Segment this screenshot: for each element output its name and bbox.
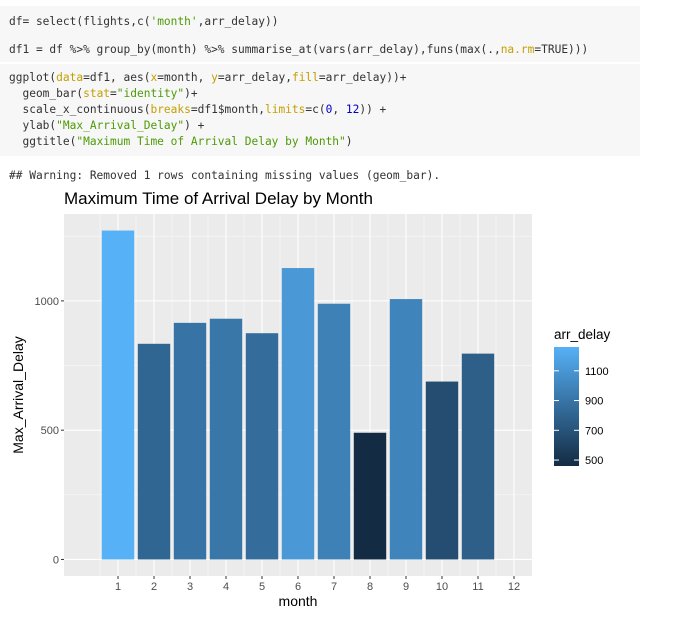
code-string: 'month' <box>150 15 198 28</box>
legend-tick-label: 700 <box>585 425 603 437</box>
code-line: ggtitle("Maximum Time of Arrival Delay b… <box>9 134 353 150</box>
code-token: scale_x_continuous( <box>9 103 151 116</box>
code-argument: data <box>56 71 84 84</box>
code-argument: y <box>211 71 218 84</box>
code-token: ggtitle( <box>9 135 77 148</box>
x-tick-label: 5 <box>259 581 265 593</box>
x-axis: 1 2 3 4 5 6 7 8 9 10 11 12 <box>115 576 520 593</box>
code-line: scale_x_continuous(breaks=df1$month,limi… <box>9 102 386 118</box>
code-argument: breaks <box>150 103 191 116</box>
code-token: )) + <box>359 103 387 116</box>
y-tick-label: 1000 <box>35 296 59 308</box>
code-token: ylab( <box>9 119 57 132</box>
warning-output: ## Warning: Removed 1 rows containing mi… <box>9 169 441 182</box>
code-token: =df1, aes( <box>83 71 151 84</box>
chart-title: Maximum Time of Arrival Delay by Month <box>64 189 373 208</box>
code-token: geom_bar( <box>9 87 84 100</box>
code-token: =arr_delay))+ <box>318 71 407 84</box>
x-tick-label: 8 <box>367 581 373 593</box>
bar <box>281 268 315 560</box>
code-token: df1 = df %>% group_by(month) %>% summari… <box>9 43 501 56</box>
code-token: =df1$month, <box>190 103 265 116</box>
legend-tick-label: 500 <box>585 455 603 467</box>
code-argument: limits <box>264 103 306 116</box>
legend-tick-label: 1100 <box>585 366 609 378</box>
bar <box>209 318 243 560</box>
code-string: "Max_Arrival_Delay" <box>56 119 185 132</box>
code-string: "Maximum Time of Arrival Delay by Month" <box>76 135 346 148</box>
code-token: =c( <box>305 103 326 116</box>
x-tick-label: 12 <box>508 581 520 593</box>
legend: arr_delay 1100 900 700 500 <box>554 327 611 467</box>
bar <box>461 353 495 560</box>
legend-colorbar <box>554 347 579 466</box>
code-token: = <box>110 87 117 100</box>
legend-tick-label: 900 <box>585 396 603 408</box>
y-axis-title: Max_Arrival_Delay <box>10 336 26 453</box>
bar <box>317 303 351 560</box>
code-line: geom_bar(stat="identity")+ <box>9 86 198 102</box>
code-chunk-1: df= select(flights,c('month',arr_delay))… <box>0 6 640 62</box>
bar <box>389 299 423 560</box>
code-line: ylab("Max_Arrival_Delay") + <box>9 118 204 134</box>
code-token: df= select(flights,c( <box>9 15 151 28</box>
x-tick-label: 3 <box>187 581 193 593</box>
bar <box>137 343 171 560</box>
code-number: 12 <box>345 103 360 116</box>
bar <box>353 432 387 560</box>
x-tick-label: 1 <box>115 581 121 593</box>
code-line: ggplot(data=df1, aes(x=month, y=arr_dela… <box>9 70 406 86</box>
x-tick-label: 7 <box>331 581 337 593</box>
code-token: =arr_delay, <box>217 71 292 84</box>
bar <box>245 333 279 560</box>
x-tick-label: 10 <box>436 581 448 593</box>
x-tick-label: 2 <box>151 581 157 593</box>
bar <box>101 230 135 560</box>
bars <box>101 230 495 560</box>
code-argument: x <box>150 71 158 84</box>
code-token: =month, <box>157 71 212 84</box>
code-token: ,arr_delay)) <box>197 15 279 28</box>
code-token: , <box>332 103 346 116</box>
code-line: df1 = df %>% group_by(month) %>% summari… <box>9 42 588 58</box>
code-argument: na.rm <box>500 43 535 56</box>
bar-chart: Maximum Time of Arrival Delay by Month 0… <box>10 189 611 609</box>
bar <box>173 322 207 560</box>
x-tick-label: 4 <box>223 581 229 593</box>
code-token: ) + <box>184 119 205 132</box>
code-number: 0 <box>325 103 333 116</box>
code-argument: fill <box>291 71 319 84</box>
code-chunk-2: ggplot(data=df1, aes(x=month, y=arr_dela… <box>0 64 640 156</box>
x-tick-label: 9 <box>403 581 409 593</box>
x-axis-title: month <box>279 593 318 609</box>
code-token: ) <box>345 135 353 148</box>
code-token: )+ <box>184 87 198 100</box>
code-string: "identity" <box>116 87 185 100</box>
x-tick-label: 11 <box>472 581 483 593</box>
bar <box>425 381 459 560</box>
legend-title: arr_delay <box>554 327 611 342</box>
legend-ticks: 1100 900 700 500 <box>554 366 609 467</box>
code-token: ggplot( <box>9 71 57 84</box>
y-axis: 0 500 1000 <box>35 296 64 566</box>
y-tick-label: 500 <box>41 425 59 437</box>
code-line: df= select(flights,c('month',arr_delay)) <box>9 14 278 30</box>
code-argument: stat <box>83 87 111 100</box>
x-tick-label: 6 <box>295 581 301 593</box>
y-tick-label: 0 <box>53 554 59 566</box>
code-token: =TRUE))) <box>534 43 589 56</box>
